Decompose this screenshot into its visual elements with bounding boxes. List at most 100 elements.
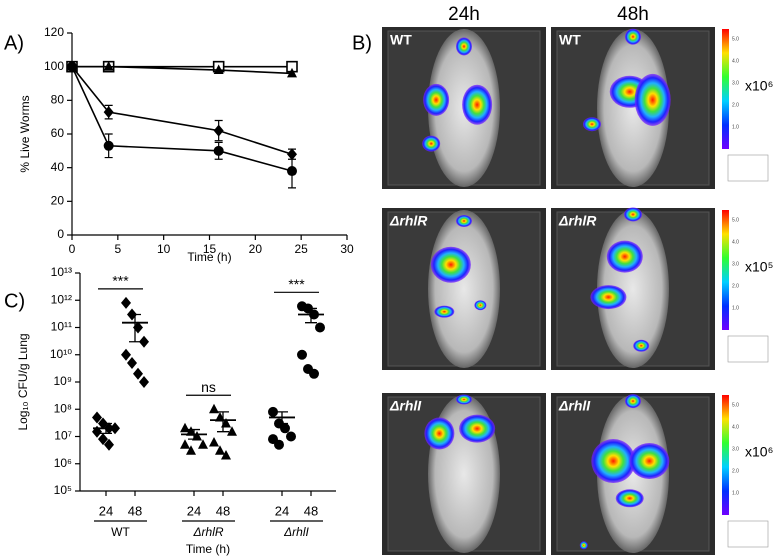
marker xyxy=(213,145,224,156)
marker xyxy=(127,356,137,369)
y-tick-label: 120 xyxy=(44,25,64,39)
signal xyxy=(456,214,472,227)
marker xyxy=(198,439,208,449)
marker xyxy=(268,406,278,417)
scale-box xyxy=(727,335,769,363)
x-tick-label: 48 xyxy=(304,503,318,518)
signal xyxy=(624,207,642,222)
y-axis-label: Log₁₀ CFU/g Lung xyxy=(16,333,30,430)
marker xyxy=(286,431,296,442)
signal xyxy=(459,414,496,443)
colorbar-tick-label: 4.0 xyxy=(732,58,739,64)
x-axis-label: Time (h) xyxy=(187,250,231,264)
marker xyxy=(92,411,102,424)
colorbar xyxy=(722,395,729,515)
y-axis-label: % Live Worms xyxy=(18,95,32,172)
signal xyxy=(583,117,601,132)
mouse xyxy=(428,210,500,368)
colorbar xyxy=(722,210,729,330)
group-label: ΔrhlI xyxy=(283,525,309,539)
marker xyxy=(121,348,131,361)
signal xyxy=(615,489,644,508)
y-tick-label: 80 xyxy=(51,93,65,107)
x-tick-label: 15 xyxy=(203,242,217,256)
group-label: WT xyxy=(111,525,130,539)
genotype-label: ΔrhlI xyxy=(558,398,591,414)
signal xyxy=(634,73,671,126)
error-bar xyxy=(305,307,317,324)
signal xyxy=(462,84,493,125)
x-tick-label: 5 xyxy=(114,242,121,256)
marker xyxy=(67,61,77,72)
marker xyxy=(133,367,143,380)
x-tick-label: 48 xyxy=(128,503,142,518)
signal xyxy=(422,135,441,152)
marker xyxy=(139,376,149,388)
marker xyxy=(309,368,319,379)
series-line xyxy=(71,66,293,155)
scale-label: x10⁶ xyxy=(745,78,773,94)
genotype-label: ΔrhlR xyxy=(558,213,597,229)
colorbar-tick-label: 5.0 xyxy=(732,217,739,223)
signal xyxy=(591,439,636,484)
signal xyxy=(633,339,650,352)
colorbar-tick-label: 2.0 xyxy=(732,468,739,474)
panel-label: B) xyxy=(352,32,372,54)
x-tick-label: 30 xyxy=(340,242,354,256)
panel-label: A) xyxy=(4,32,24,54)
column-label: 48h xyxy=(617,4,649,25)
marker xyxy=(315,322,325,333)
scale-label: x10⁵ xyxy=(745,259,773,275)
x-tick-label: 25 xyxy=(294,242,308,256)
marker xyxy=(227,426,237,436)
error-bar xyxy=(217,411,229,433)
series-line xyxy=(72,65,293,75)
y-tick-label: 60 xyxy=(51,126,65,140)
y-tick-label: 40 xyxy=(51,160,65,174)
signal xyxy=(424,417,455,450)
signal xyxy=(629,443,670,480)
marker xyxy=(103,140,114,151)
marker xyxy=(297,349,307,360)
colorbar-tick-label: 3.0 xyxy=(732,80,739,86)
marker xyxy=(280,423,290,434)
signal xyxy=(434,305,455,318)
y-tick-label: 10⁸ xyxy=(54,401,72,415)
marker xyxy=(287,166,297,177)
series-line xyxy=(71,66,293,172)
scale-box xyxy=(727,154,769,182)
marker xyxy=(213,64,224,75)
signal xyxy=(579,541,588,550)
signal xyxy=(423,83,450,116)
x-tick-label: 0 xyxy=(69,242,76,256)
y-tick-label: 10¹⁰ xyxy=(50,347,72,361)
y-tick-label: 100 xyxy=(44,59,64,73)
y-tick-label: 10⁶ xyxy=(54,456,72,470)
x-tick-label: 24 xyxy=(275,503,289,518)
signal xyxy=(606,240,643,273)
colorbar-tick-label: 1.0 xyxy=(732,305,739,311)
marker xyxy=(180,439,190,449)
y-tick-label: 10¹³ xyxy=(51,265,72,279)
group-label: ΔrhlR xyxy=(192,525,223,539)
colorbar-tick-label: 3.0 xyxy=(732,261,739,267)
error-bar xyxy=(129,313,141,343)
mouse xyxy=(597,29,669,187)
x-tick-label: 48 xyxy=(216,503,230,518)
marker xyxy=(209,437,219,447)
signal xyxy=(456,394,472,405)
colorbar xyxy=(722,29,729,149)
colorbar-tick-label: 5.0 xyxy=(732,402,739,408)
signal xyxy=(456,37,472,56)
colorbar-tick-label: 2.0 xyxy=(732,283,739,289)
significance-label: ns xyxy=(201,379,216,395)
marker xyxy=(209,403,219,414)
colorbar-tick-label: 4.0 xyxy=(732,424,739,430)
signal xyxy=(625,28,641,45)
significance-label: *** xyxy=(288,276,305,292)
y-tick-label: 10⁷ xyxy=(54,429,72,443)
marker xyxy=(98,433,108,446)
genotype-label: ΔrhlI xyxy=(389,398,422,414)
scale-box xyxy=(727,520,769,548)
